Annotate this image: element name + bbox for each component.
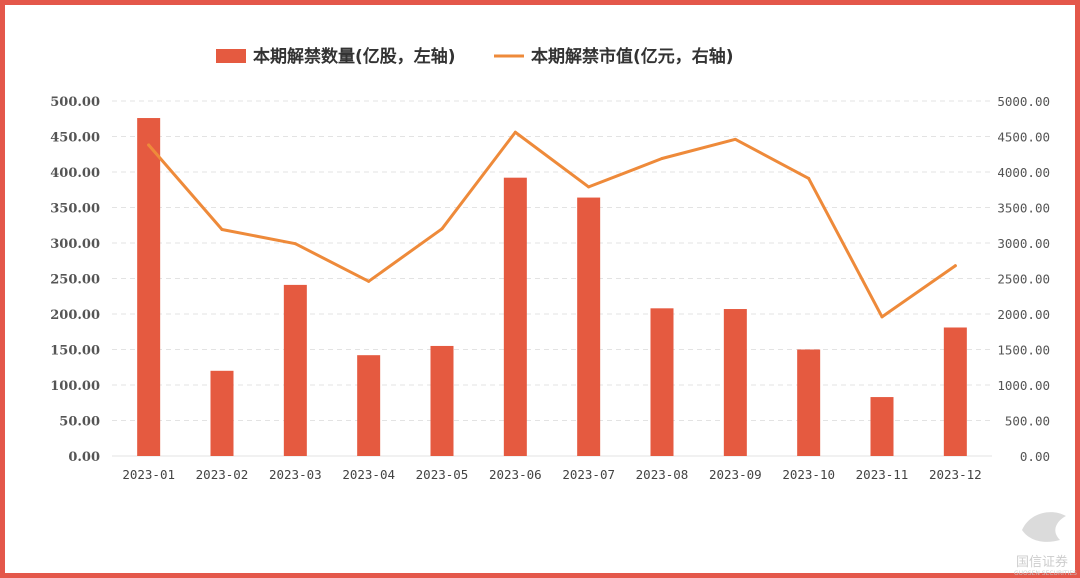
line-point: [220, 228, 224, 232]
bar: [797, 349, 821, 456]
right-axis-tick-label: 500.00: [1005, 414, 1050, 429]
right-axis-tick-label: 3500.00: [997, 201, 1050, 216]
line-point: [660, 157, 664, 161]
line-point: [513, 130, 517, 134]
watermark: 国信证券 GUOSEN SECURITIES: [1014, 512, 1077, 577]
left-axis-tick-label: 100.00: [50, 379, 100, 394]
x-axis-tick-label: 2023-12: [929, 467, 982, 482]
left-axis-tick-label: 500.00: [50, 95, 100, 110]
grid-lines: [112, 100, 992, 457]
right-axis-tick-label: 4000.00: [997, 165, 1050, 180]
left-axis-ticks: 0.00 50.00 100.00 150.00 200.00 250.00 300.00 3…: [50, 95, 100, 465]
line-point: [587, 185, 591, 189]
x-axis-tick-label: 2023-11: [856, 467, 909, 482]
left-axis-tick-label: 350.00: [50, 202, 100, 217]
right-axis-ticks: 0.00 500.00 1000.00 1500.00 2000.00 2500.00 30…: [997, 94, 1050, 464]
line-point: [367, 279, 371, 283]
watermark-logo-icon: [1022, 512, 1066, 542]
line-point: [807, 176, 811, 180]
bar: [943, 327, 967, 456]
line-point: [293, 242, 297, 246]
left-axis-tick-label: 0.00: [68, 450, 100, 465]
right-axis-tick-label: 1000.00: [997, 378, 1050, 393]
line-series: [147, 130, 957, 319]
bar: [650, 308, 674, 456]
bar-series: [137, 118, 967, 456]
x-axis-tick-label: 2023-05: [416, 467, 469, 482]
line-point: [147, 143, 151, 147]
line-point: [733, 137, 737, 141]
x-axis-tick-label: 2023-08: [636, 467, 689, 482]
right-axis-tick-label: 1500.00: [997, 343, 1050, 358]
bar: [577, 197, 601, 456]
x-axis-tick-label: 2023-01: [122, 467, 175, 482]
x-axis-tick-label: 2023-06: [489, 467, 542, 482]
watermark-sub: GUOSEN SECURITIES: [1014, 570, 1077, 577]
legend-bar-label: 本期解禁数量(亿股，左轴): [253, 46, 456, 67]
right-axis-tick-label: 4500.00: [997, 130, 1050, 145]
bar: [283, 284, 307, 456]
bar: [870, 397, 894, 456]
right-axis-tick-label: 5000.00: [997, 94, 1050, 109]
left-axis-tick-label: 400.00: [50, 166, 100, 181]
line-series-path: [147, 130, 957, 319]
left-axis-tick-label: 450.00: [50, 131, 100, 146]
bar: [357, 355, 381, 456]
left-axis-tick-label: 250.00: [50, 273, 100, 288]
x-axis-tick-label: 2023-10: [782, 467, 835, 482]
bar: [137, 118, 161, 456]
legend-line-label: 本期解禁市值(亿元，右轴): [531, 46, 734, 67]
left-axis-tick-label: 150.00: [50, 344, 100, 359]
left-axis-tick-label: 300.00: [50, 237, 100, 252]
right-axis-tick-label: 2500.00: [997, 272, 1050, 287]
x-axis-tick-label: 2023-04: [342, 467, 395, 482]
watermark-name: 国信证券: [1016, 554, 1068, 570]
legend-bar-swatch: [216, 49, 246, 63]
legend: 本期解禁数量(亿股，左轴) 本期解禁市值(亿元，右轴): [216, 46, 734, 67]
bar: [210, 370, 234, 456]
line-point: [953, 264, 957, 268]
x-axis-tick-label: 2023-07: [562, 467, 615, 482]
bar: [430, 345, 454, 456]
bar: [723, 309, 747, 456]
right-axis-tick-label: 3000.00: [997, 236, 1050, 251]
bar: [503, 177, 527, 456]
x-axis-tick-label: 2023-03: [269, 467, 322, 482]
line-point: [440, 227, 444, 231]
x-axis-tick-label: 2023-09: [709, 467, 762, 482]
line-point: [880, 315, 884, 319]
left-axis-tick-label: 200.00: [50, 308, 100, 323]
left-axis-tick-label: 50.00: [59, 415, 100, 430]
x-axis-ticks: 2023-01 2023-02 2023-03 2023-04 2023-05 2023-…: [122, 467, 981, 482]
x-axis-tick-label: 2023-02: [196, 467, 249, 482]
right-axis-tick-label: 0.00: [1020, 449, 1050, 464]
right-axis-tick-label: 2000.00: [997, 307, 1050, 322]
